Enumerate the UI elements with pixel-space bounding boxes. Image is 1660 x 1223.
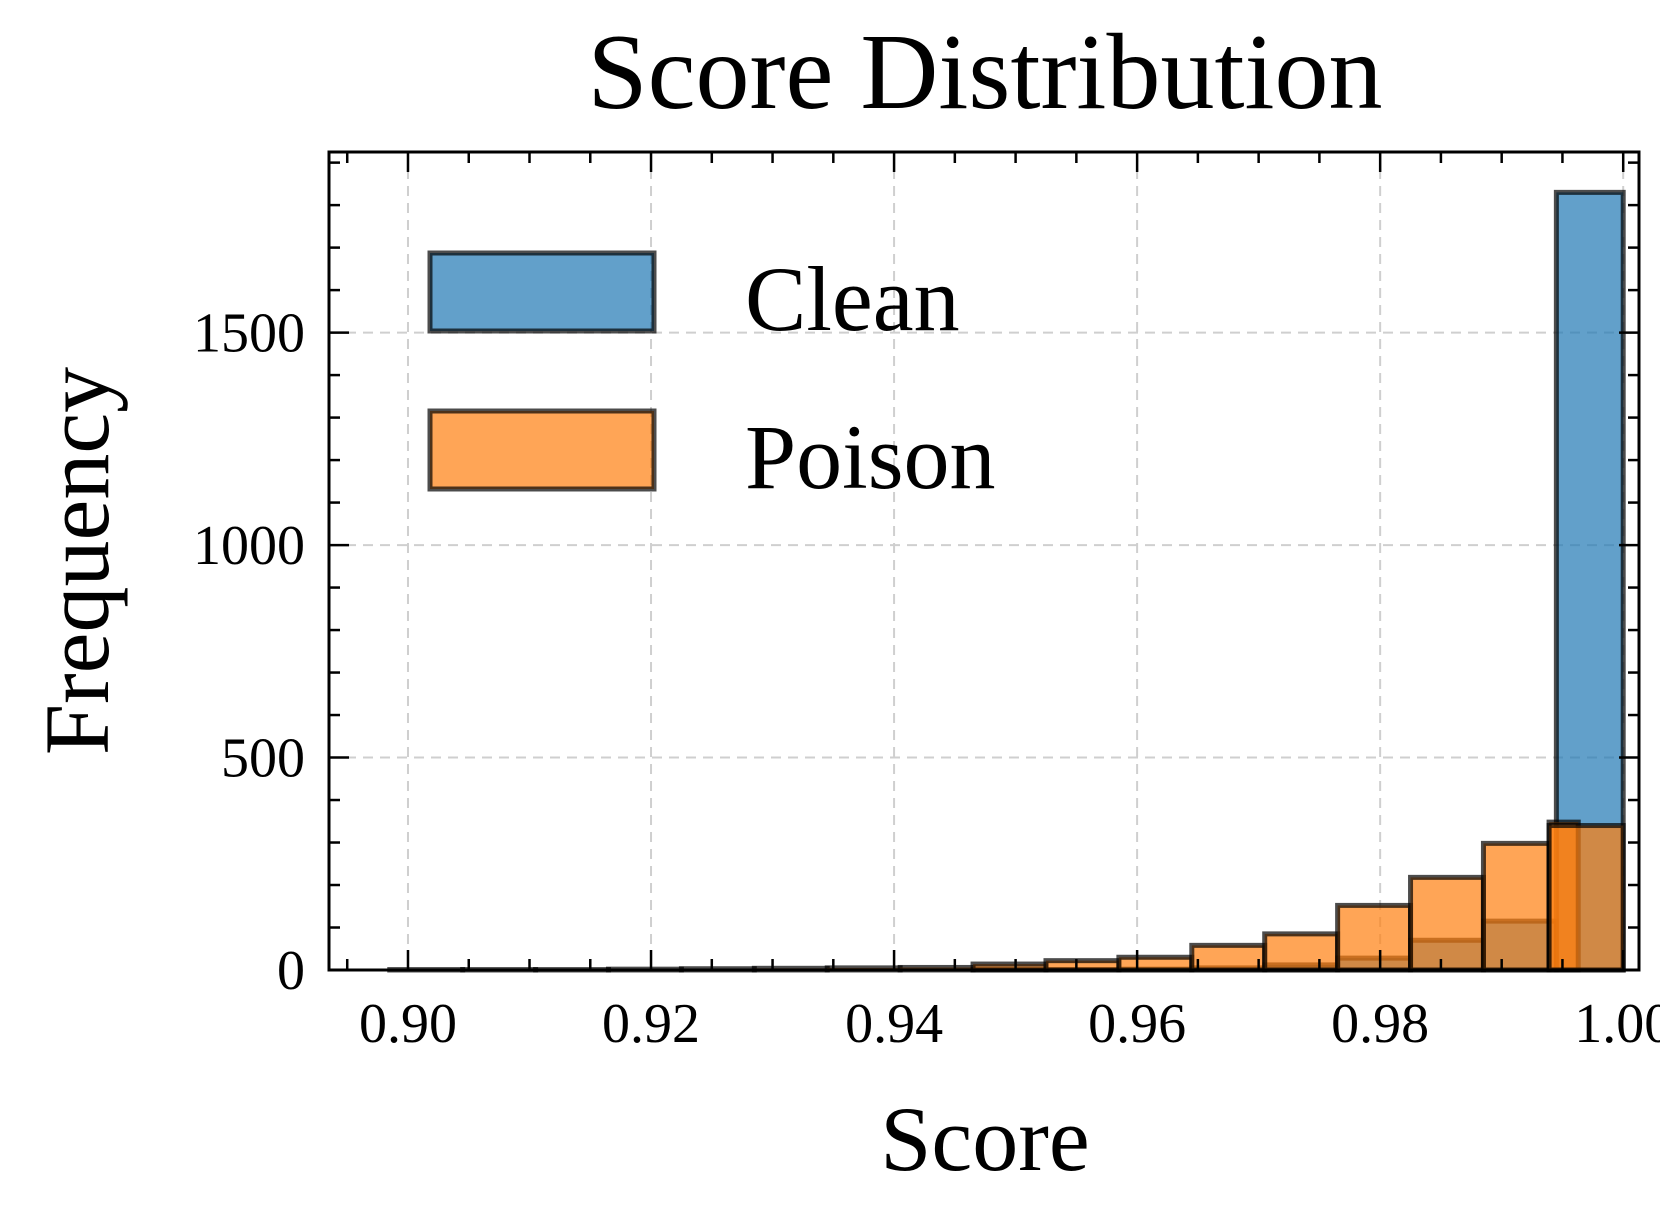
x-tick-label-2: 0.94 <box>845 993 943 1055</box>
legend-label-poison: Poison <box>745 406 996 508</box>
poison-bar-10 <box>1119 957 1192 970</box>
y-tick-label-1: 500 <box>221 728 305 790</box>
legend-label-clean: Clean <box>745 248 960 350</box>
x-axis-label: Score <box>880 1088 1089 1190</box>
x-tick-label-4: 0.98 <box>1331 993 1429 1055</box>
poison-bar-13 <box>1338 905 1411 970</box>
y-axis-label: Frequency <box>26 367 128 755</box>
x-tick-label-0: 0.90 <box>359 993 457 1055</box>
poison-bar-14 <box>1411 877 1484 970</box>
y-tick-label-0: 0 <box>277 940 305 1002</box>
x-tick-label-1: 0.92 <box>602 993 700 1055</box>
y-tick-labels: 0 500 1000 1500 <box>193 303 305 1002</box>
y-tick-label-3: 1500 <box>193 303 305 365</box>
chart-title: Score Distribution <box>588 13 1383 132</box>
poison-bar-17 <box>1549 826 1623 970</box>
poison-series-bars <box>390 822 1623 970</box>
poison-bar-11 <box>1192 945 1265 970</box>
legend-swatch-poison <box>430 411 654 489</box>
x-tick-label-5: 1.00 <box>1574 993 1660 1055</box>
x-tick-label-3: 0.96 <box>1088 993 1186 1055</box>
x-tick-labels: 0.90 0.92 0.94 0.96 0.98 1.00 <box>359 993 1660 1055</box>
legend: Clean Poison <box>430 248 996 508</box>
y-tick-label-2: 1000 <box>193 515 305 577</box>
legend-swatch-clean <box>430 253 654 331</box>
poison-bar-15 <box>1483 843 1549 970</box>
poison-bar-12 <box>1265 934 1338 970</box>
